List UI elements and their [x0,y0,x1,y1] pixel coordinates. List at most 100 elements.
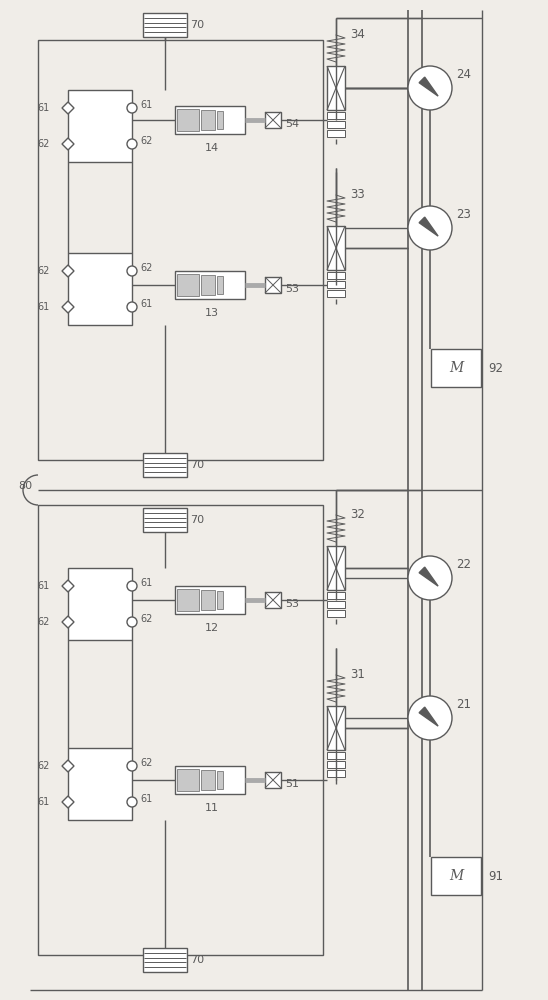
Text: 70: 70 [190,515,204,525]
Text: 13: 13 [205,308,219,318]
Polygon shape [62,138,74,150]
Bar [327,546,345,590]
Bar [68,253,132,325]
Bar [68,90,132,162]
Text: 62: 62 [140,136,152,146]
Text: 61: 61 [140,794,152,804]
Bar [327,226,345,270]
Bar [431,349,481,387]
Bar [327,610,345,617]
Bar [327,290,345,297]
Bar [177,274,199,296]
Bar [327,112,345,119]
Polygon shape [62,265,74,277]
Bar [217,771,223,789]
Text: 21: 21 [456,698,471,710]
Text: 62: 62 [140,614,152,624]
Text: 62: 62 [38,617,50,627]
Bar [327,130,345,137]
Bar [38,505,323,955]
Circle shape [127,797,137,807]
Bar [265,772,281,788]
Circle shape [408,696,452,740]
Bar [431,857,481,895]
Text: 32: 32 [350,508,365,520]
Bar [265,277,281,293]
Text: 62: 62 [38,266,50,276]
Text: 62: 62 [38,139,50,149]
Polygon shape [419,217,438,236]
Bar [327,761,345,768]
Bar [177,769,199,791]
Bar [201,590,215,610]
Text: 12: 12 [205,623,219,633]
Bar [327,706,345,750]
Bar [327,272,345,279]
Text: 80: 80 [18,481,32,491]
Bar [68,748,132,820]
Text: 24: 24 [456,68,471,81]
Polygon shape [62,616,74,628]
Bar [327,121,345,128]
Bar [327,66,345,110]
Text: 62: 62 [140,263,152,273]
Bar [327,752,345,759]
Polygon shape [62,796,74,808]
Bar [217,111,223,129]
Bar [201,110,215,130]
Circle shape [127,139,137,149]
Circle shape [408,206,452,250]
Text: M: M [449,361,463,375]
Circle shape [127,302,137,312]
Bar [175,271,245,299]
Bar [327,592,345,599]
Text: 53: 53 [285,599,299,609]
Bar [177,589,199,611]
Text: 31: 31 [350,668,365,680]
Bar [327,281,345,288]
Text: 70: 70 [190,460,204,470]
Bar [68,568,132,640]
Polygon shape [62,760,74,772]
Circle shape [408,556,452,600]
Bar [265,112,281,128]
Bar [143,508,187,532]
Bar [143,948,187,972]
Text: 14: 14 [205,143,219,153]
Bar [201,275,215,295]
Bar [327,770,345,777]
Polygon shape [62,102,74,114]
Circle shape [127,266,137,276]
Circle shape [127,761,137,771]
Bar [217,276,223,294]
Bar [143,453,187,477]
Polygon shape [419,707,438,726]
Text: 23: 23 [456,208,471,221]
Text: 61: 61 [38,581,50,591]
Bar [327,601,345,608]
Bar [177,109,199,131]
Text: 54: 54 [285,119,299,129]
Bar [175,586,245,614]
Text: 61: 61 [140,100,152,110]
Polygon shape [419,77,438,96]
Bar [175,766,245,794]
Bar [38,40,323,460]
Polygon shape [419,567,438,586]
Text: 62: 62 [140,758,152,768]
Text: 51: 51 [285,779,299,789]
Polygon shape [62,301,74,313]
Text: M: M [449,869,463,883]
Text: 70: 70 [190,20,204,30]
Circle shape [127,581,137,591]
Bar [201,770,215,790]
Text: 34: 34 [350,27,365,40]
Text: 61: 61 [140,578,152,588]
Text: 92: 92 [488,361,503,374]
Polygon shape [62,580,74,592]
Text: 91: 91 [488,869,503,882]
Text: 61: 61 [140,299,152,309]
Bar [175,106,245,134]
Circle shape [127,617,137,627]
Bar [217,591,223,609]
